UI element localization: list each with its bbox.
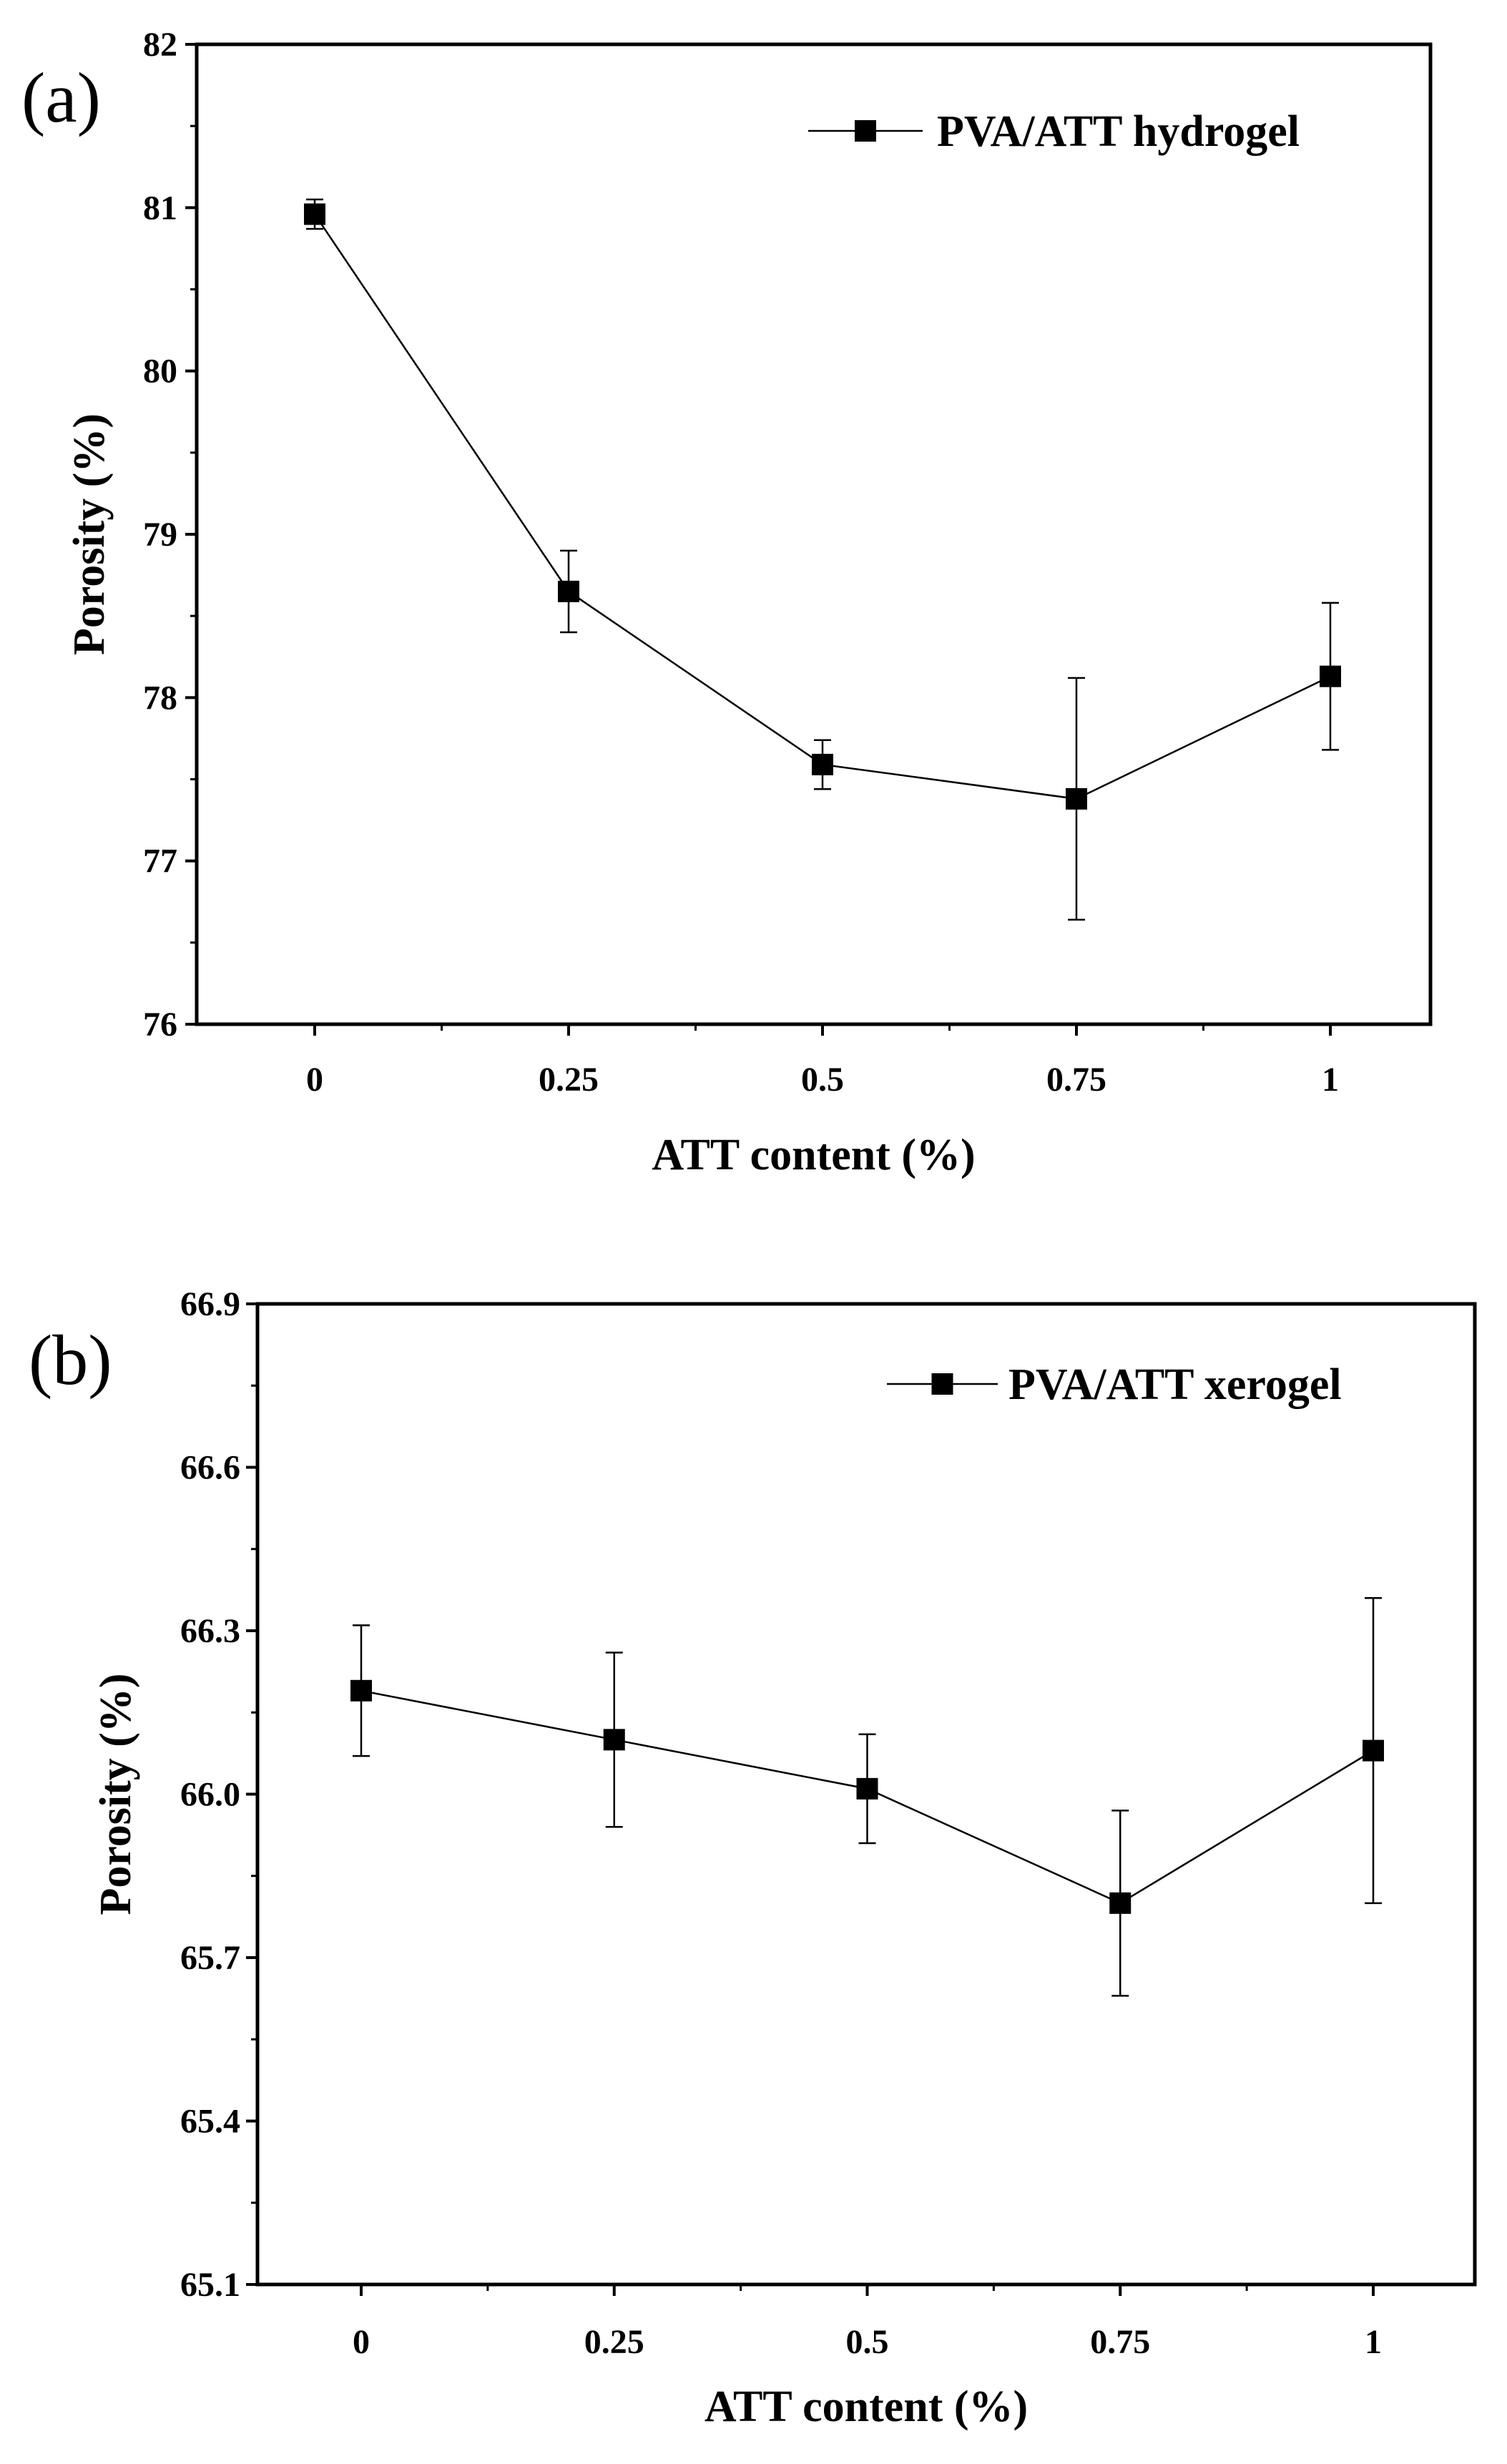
x-tick-label: 0.5 — [846, 2323, 889, 2361]
x-axis-title: ATT content (%) — [705, 2382, 1028, 2431]
y-tick-label: 66.3 — [180, 1612, 240, 1650]
legend-label: PVA/ATT hydrogel — [937, 107, 1300, 156]
y-tick-label: 81 — [143, 189, 177, 227]
x-tick-label: 0.5 — [801, 1061, 844, 1099]
x-tick-label: 0.25 — [539, 1061, 599, 1099]
legend-marker — [931, 1373, 953, 1395]
y-tick-label: 65.4 — [180, 2103, 240, 2141]
legend-label: PVA/ATT xerogel — [1008, 1360, 1342, 1409]
x-tick-label: 1 — [1365, 2323, 1382, 2361]
x-tick-label: 0.75 — [1046, 1061, 1106, 1099]
y-tick-label: 77 — [143, 843, 177, 880]
data-point-marker — [1320, 665, 1341, 687]
x-tick-label: 0 — [306, 1061, 323, 1099]
data-point-marker — [350, 1679, 372, 1702]
data-point-marker — [812, 753, 833, 775]
panel-label: (a) — [21, 58, 101, 137]
legend-marker — [855, 120, 876, 142]
data-point-marker — [558, 580, 579, 602]
data-point-marker — [603, 1729, 625, 1751]
data-point-marker — [1066, 787, 1087, 810]
x-tick-label: 0.25 — [584, 2323, 644, 2361]
y-tick-label: 80 — [143, 353, 177, 391]
panel-b: 65.1 65.4 65.7 66.0 66.3 66.6 66.9 0 0.25 0.5 0.75… — [29, 1285, 1477, 2431]
y-tick-label: 76 — [143, 1006, 177, 1044]
y-tick-label: 82 — [143, 26, 177, 64]
series-line — [313, 213, 1331, 800]
x-tick-label: 1 — [1322, 1061, 1339, 1099]
y-tick-label: 66.6 — [180, 1449, 240, 1487]
x-axis-title: ATT content (%) — [652, 1131, 975, 1179]
y-tick-label: 65.7 — [180, 1939, 240, 1977]
data-point-marker — [856, 1777, 878, 1800]
x-tick-label: 0.75 — [1090, 2323, 1150, 2361]
x-tick-label: 0 — [353, 2323, 370, 2361]
y-axis-title: Porosity (%) — [92, 1673, 140, 1915]
y-tick-label: 65.1 — [180, 2266, 240, 2304]
y-tick-label: 78 — [143, 679, 177, 717]
y-axis-title: Porosity (%) — [65, 413, 114, 655]
plot-frame — [195, 42, 1433, 1026]
data-point-marker — [304, 203, 325, 225]
data-point-marker — [1109, 1892, 1132, 1914]
panel-a: 76 77 78 79 80 81 82 0 0.25 0.5 0.75 1 ATT content (… — [21, 26, 1433, 1179]
panel-label: (b) — [29, 1320, 112, 1400]
y-tick-label: 66.0 — [180, 1776, 240, 1814]
data-point-marker — [1363, 1739, 1384, 1762]
y-tick-label: 66.9 — [180, 1285, 240, 1323]
y-tick-label: 79 — [143, 516, 177, 554]
